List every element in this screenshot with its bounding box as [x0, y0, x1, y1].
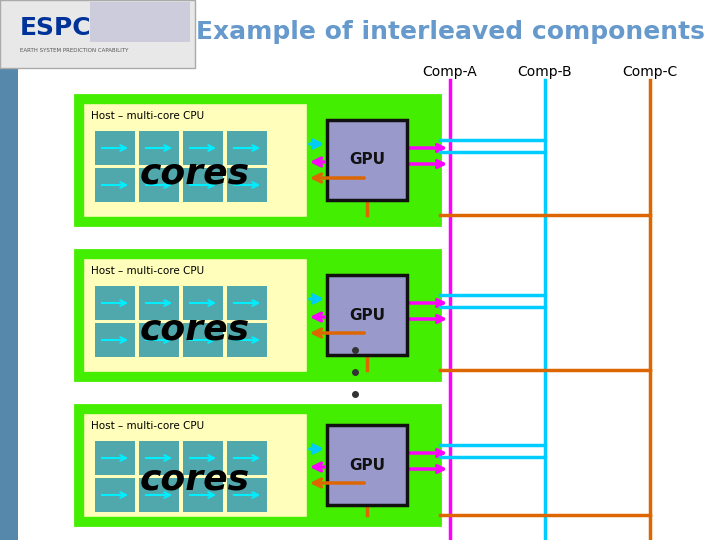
Bar: [139, 286, 179, 320]
Text: ESPC: ESPC: [20, 16, 91, 40]
Bar: [183, 441, 223, 475]
Text: Comp-B: Comp-B: [518, 65, 572, 79]
Bar: [327, 120, 407, 200]
Bar: [95, 131, 135, 165]
Bar: [95, 441, 135, 475]
Text: GPU: GPU: [349, 152, 385, 167]
Bar: [139, 131, 179, 165]
Bar: [75, 95, 440, 225]
Bar: [227, 168, 267, 202]
Bar: [327, 275, 407, 355]
Bar: [75, 250, 440, 380]
Bar: [227, 441, 267, 475]
Bar: [75, 405, 440, 525]
Bar: [83, 103, 307, 217]
Bar: [227, 286, 267, 320]
Bar: [139, 478, 179, 512]
Text: GPU: GPU: [349, 457, 385, 472]
Bar: [139, 168, 179, 202]
Text: Example of interleaved components: Example of interleaved components: [196, 20, 704, 44]
Text: Comp-C: Comp-C: [622, 65, 678, 79]
Bar: [0, 0, 18, 540]
Text: EARTH SYSTEM PREDICTION CAPABILITY: EARTH SYSTEM PREDICTION CAPABILITY: [20, 48, 128, 52]
Text: Host – multi-core CPU: Host – multi-core CPU: [91, 111, 204, 121]
Bar: [95, 323, 135, 357]
Bar: [95, 168, 135, 202]
Text: cores: cores: [140, 312, 250, 346]
Bar: [183, 478, 223, 512]
Bar: [183, 323, 223, 357]
Bar: [327, 425, 407, 505]
Bar: [83, 413, 307, 517]
Text: GPU: GPU: [349, 307, 385, 322]
Bar: [139, 441, 179, 475]
Text: Host – multi-core CPU: Host – multi-core CPU: [91, 266, 204, 276]
Text: cores: cores: [140, 157, 250, 191]
Bar: [183, 131, 223, 165]
Bar: [227, 323, 267, 357]
Bar: [227, 478, 267, 512]
Text: Host – multi-core CPU: Host – multi-core CPU: [91, 421, 204, 431]
Bar: [83, 258, 307, 372]
Bar: [183, 286, 223, 320]
Text: cores: cores: [140, 462, 250, 496]
Bar: [95, 478, 135, 512]
Bar: [183, 168, 223, 202]
Bar: [95, 286, 135, 320]
Bar: [227, 131, 267, 165]
Bar: [90, 2, 190, 42]
Bar: [139, 323, 179, 357]
Bar: [0, 0, 195, 68]
Text: Comp-A: Comp-A: [423, 65, 477, 79]
